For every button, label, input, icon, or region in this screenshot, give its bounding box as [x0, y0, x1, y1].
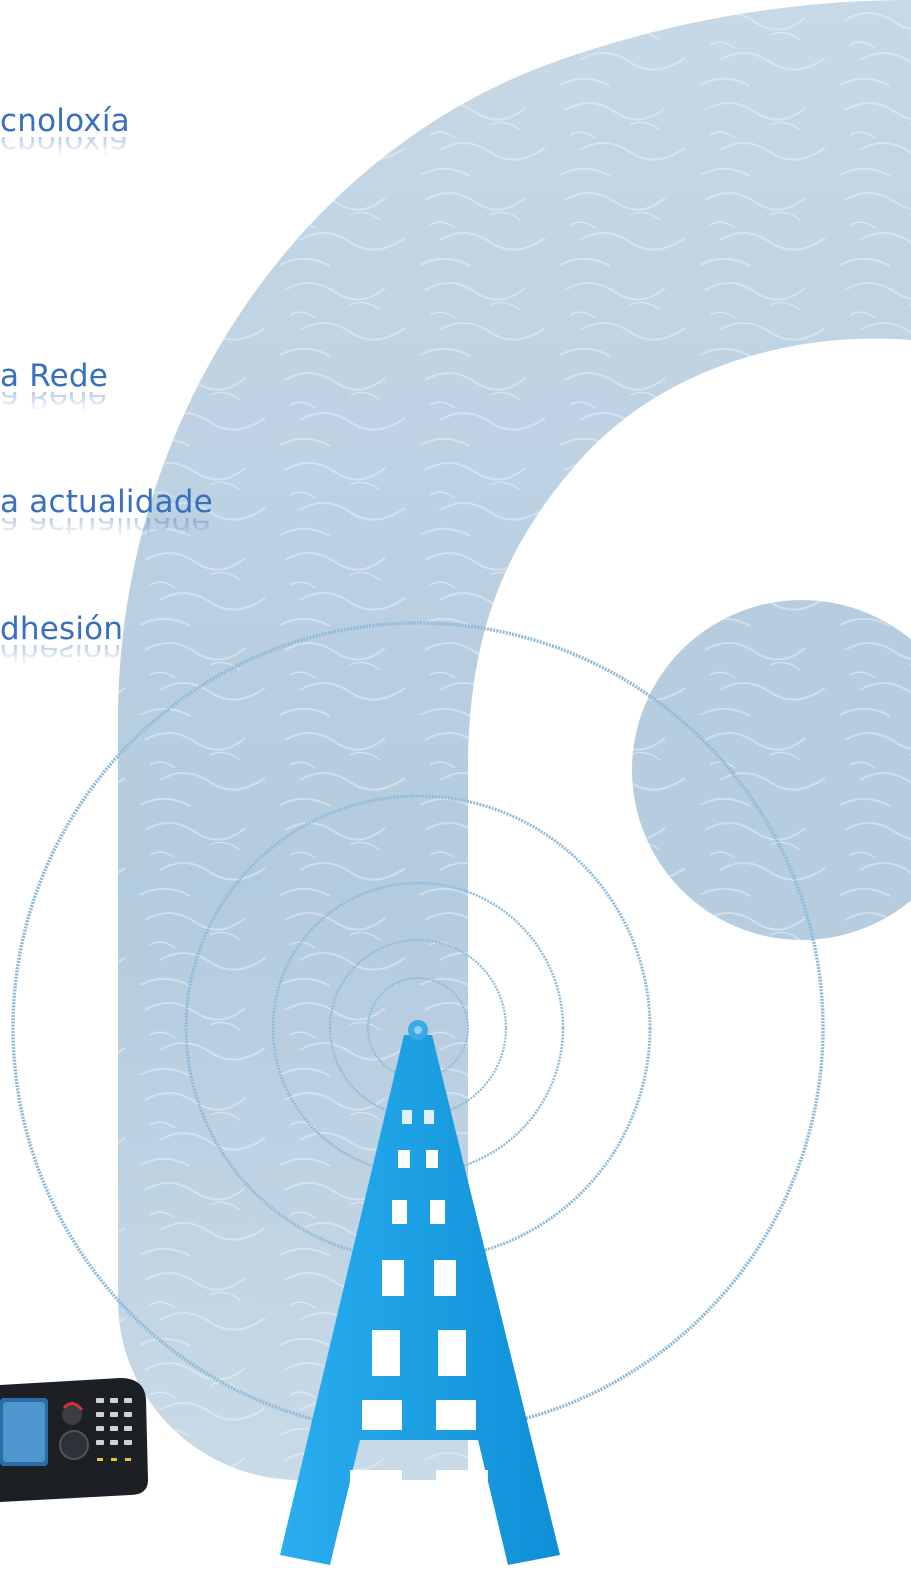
menu-item-reflection: a Rede: [0, 392, 107, 412]
radio-tower-icon: [280, 1020, 560, 1565]
stylized-letter-shape: [118, 0, 911, 1480]
menu-item-rede[interactable]: a Rede a Rede: [0, 361, 108, 432]
menu-item-tecnoloxia[interactable]: cnoloxía cnoloxía: [0, 106, 130, 177]
menu-item-label: a Rede: [0, 358, 109, 394]
menu-item-label: dhesión: [0, 611, 124, 647]
menu-item-label: a actualidade: [0, 484, 213, 520]
menu-item-actualidade[interactable]: a actualidade a actualidade: [0, 487, 213, 558]
menu-item-label: cnoloxía: [0, 103, 130, 139]
menu-item-reflection: cnoloxía: [0, 137, 129, 157]
menu-item-reflection: a actualidade: [0, 518, 211, 538]
menu-item-reflection: dhesión: [0, 645, 122, 665]
menu-item-adhesion[interactable]: dhesión dhesión: [0, 614, 123, 685]
water-circle: [632, 600, 911, 940]
handheld-radio-device: [0, 1378, 148, 1502]
